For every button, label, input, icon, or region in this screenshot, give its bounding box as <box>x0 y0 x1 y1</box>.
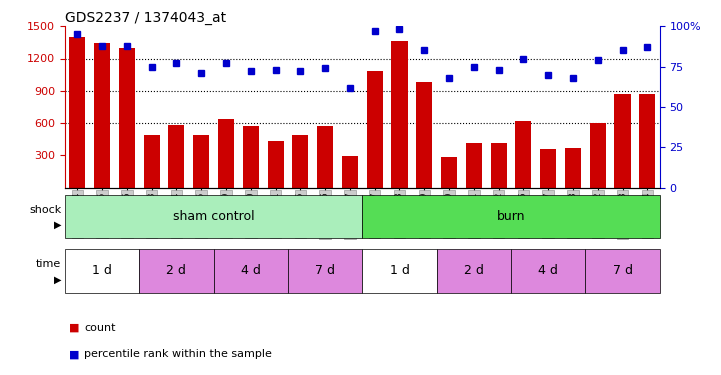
Bar <box>590 123 606 188</box>
Bar <box>139 249 213 292</box>
Bar <box>292 135 309 188</box>
Bar <box>363 195 660 238</box>
Bar <box>416 82 433 188</box>
Bar <box>565 148 581 188</box>
Bar <box>441 158 457 188</box>
Bar <box>213 249 288 292</box>
Text: percentile rank within the sample: percentile rank within the sample <box>84 350 273 359</box>
Bar <box>243 126 259 188</box>
Text: ▶: ▶ <box>54 220 61 230</box>
Text: 2 d: 2 d <box>167 264 186 278</box>
Bar <box>516 121 531 188</box>
Bar <box>69 37 85 188</box>
Bar <box>65 195 363 238</box>
Bar <box>342 156 358 188</box>
Bar <box>640 94 655 188</box>
Bar <box>94 44 110 188</box>
Bar <box>511 249 585 292</box>
Bar <box>317 126 333 188</box>
Bar <box>169 125 185 188</box>
Bar <box>614 94 631 188</box>
Bar <box>437 249 511 292</box>
Bar <box>119 48 135 188</box>
Bar <box>367 71 383 188</box>
Text: GDS2237 / 1374043_at: GDS2237 / 1374043_at <box>65 11 226 25</box>
Text: 1 d: 1 d <box>389 264 410 278</box>
Text: burn: burn <box>497 210 526 223</box>
Text: 2 d: 2 d <box>464 264 484 278</box>
Bar <box>392 41 407 188</box>
Text: shock: shock <box>29 205 61 215</box>
Text: 4 d: 4 d <box>539 264 558 278</box>
Text: count: count <box>84 323 116 333</box>
Text: ■: ■ <box>68 350 79 359</box>
Bar <box>363 249 437 292</box>
Text: ■: ■ <box>68 323 79 333</box>
Text: sham control: sham control <box>173 210 255 223</box>
Bar <box>585 249 660 292</box>
Bar <box>267 141 283 188</box>
Text: time: time <box>36 260 61 270</box>
Bar <box>466 143 482 188</box>
Bar <box>65 249 139 292</box>
Bar <box>193 135 209 188</box>
Bar <box>218 119 234 188</box>
Text: ▶: ▶ <box>54 274 61 285</box>
Bar <box>540 149 556 188</box>
Text: 7 d: 7 d <box>613 264 632 278</box>
Text: 1 d: 1 d <box>92 264 112 278</box>
Bar <box>490 143 507 188</box>
Bar <box>143 135 159 188</box>
Text: 4 d: 4 d <box>241 264 261 278</box>
Bar <box>288 249 363 292</box>
Text: 7 d: 7 d <box>315 264 335 278</box>
